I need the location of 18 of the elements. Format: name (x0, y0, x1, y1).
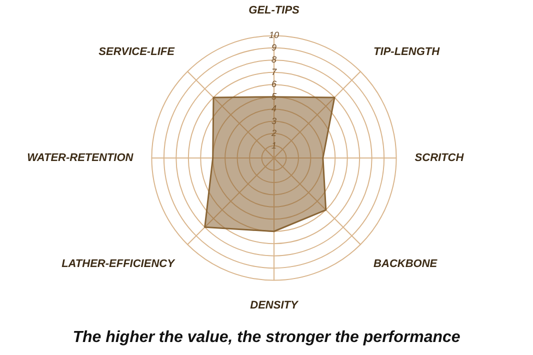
y-tick-label: 1 (271, 140, 277, 150)
y-tick-label: 10 (268, 30, 280, 40)
spoke-label: SERVICE-LIFE (98, 46, 176, 58)
y-tick-label: 3 (271, 116, 277, 126)
y-tick-label: 7 (271, 66, 278, 77)
spoke-label: TIP-LENGTH (374, 46, 441, 58)
spoke-label: DENSITY (250, 299, 300, 312)
text: The higher the value, the stronger the performance (72, 328, 460, 346)
spoke-label: LATHER-EFFICIENCY (62, 258, 176, 270)
spoke-label: WATER-RETENTION (27, 152, 134, 164)
y-tick-label: 6 (271, 79, 277, 90)
spoke-label: SCRITCH (414, 152, 465, 164)
spoke-label: GEL-TIPS (248, 4, 300, 17)
y-tick-label: 9 (271, 42, 277, 52)
y-tick-label: 2 (270, 128, 277, 138)
spoke-label: BACKBONE (374, 258, 438, 270)
y-tick-label: 4 (271, 104, 277, 114)
y-tick-label: 8 (271, 54, 277, 65)
